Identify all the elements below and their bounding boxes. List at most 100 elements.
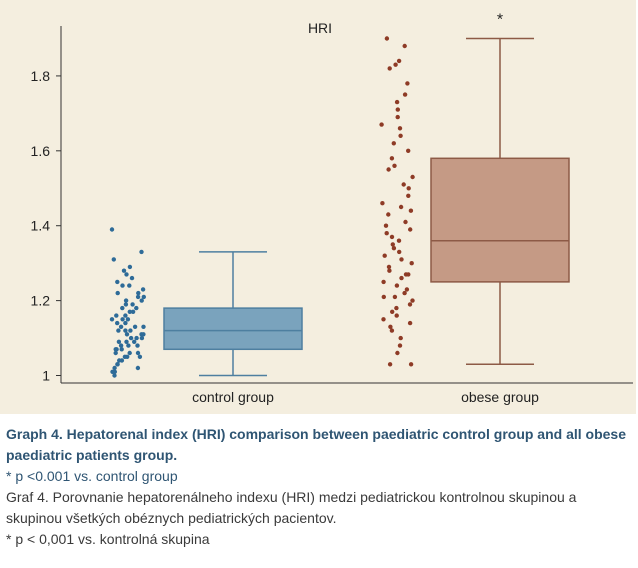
data-point [134,335,139,341]
data-point [410,298,415,303]
data-point [396,238,402,243]
data-point [410,174,415,180]
data-point [132,324,138,329]
data-point [395,107,400,112]
data-point [406,148,411,153]
data-point [118,324,124,329]
data-point [115,290,120,296]
data-point [112,373,117,378]
data-point [387,268,392,273]
data-point [388,324,393,329]
data-point [398,335,403,341]
data-point [407,302,413,307]
data-point [406,272,411,277]
data-point [128,335,134,341]
data-point [395,114,400,120]
data-point [386,167,391,172]
data-point [393,62,398,67]
data-point [109,317,115,322]
data-point [408,208,414,213]
data-point [394,313,399,318]
data-point [398,133,403,138]
x-tick-label: obese group [461,389,539,405]
data-point [394,99,400,105]
caption-sk-title: Graf 4. Porovnanie hepatorenálneho index… [6,489,577,526]
data-point [109,227,115,232]
data-point [406,186,411,191]
y-tick-label: 1.6 [31,143,51,159]
data-point [387,66,392,71]
data-point [139,249,144,255]
data-point [118,343,124,348]
data-point [389,156,395,161]
data-point [405,81,410,86]
data-point [112,369,118,374]
data-point [384,231,389,236]
data-point [383,223,389,228]
data-point [141,294,146,300]
data-point [132,339,137,344]
x-tick-label: control group [192,389,274,405]
data-point [126,343,131,348]
data-point [394,283,400,288]
jitter-points [109,36,415,378]
y-tick-label: 1.2 [31,293,51,309]
chart-title: HRI [308,20,332,36]
data-point [115,279,120,285]
data-point [124,339,129,344]
data-point [123,302,129,307]
data-point [398,204,404,210]
points-2 [379,36,415,367]
data-point [390,309,395,314]
data-point [113,350,118,356]
data-point [123,320,128,326]
data-point [119,347,124,352]
caption-en-title: Graph 4. Hepatorenal index (HRI) compari… [6,426,627,463]
data-point [123,328,128,333]
data-point [391,246,397,251]
data-point [115,362,120,367]
data-point [125,354,130,359]
data-point [386,264,392,270]
box-plot-chart: HRI 1 1.2 1.4 1.6 1.8 control group obese grou… [31,11,633,405]
data-point [135,343,140,348]
data-point [389,328,395,333]
figure-caption: Graph 4. Hepatorenal index (HRI) compari… [6,424,632,550]
box-iqr [163,307,303,351]
data-point [116,328,121,333]
data-point [111,257,117,262]
data-point [125,317,131,322]
data-point [403,219,408,225]
caption-sk-note: * p < 0,001 vs. kontrolná skupina [6,531,210,547]
data-point [396,58,402,64]
data-point [404,287,410,292]
data-point [381,317,386,322]
data-point [114,313,119,318]
data-point [127,309,132,314]
data-point [397,126,403,131]
data-point [123,298,129,303]
data-point [406,193,411,198]
boxes [163,37,570,377]
data-point [124,272,129,277]
data-point [116,339,122,344]
data-point [381,294,386,300]
box-iqr [430,157,570,283]
data-point [139,332,144,337]
data-point [397,249,402,255]
data-point [399,275,404,281]
data-point [127,350,132,356]
tick-labels: 1 1.2 1.4 1.6 1.8 control group obese group * [31,11,540,405]
caption-en-note: * p <0.001 vs. control group [6,468,178,484]
data-point [134,305,139,311]
data-point [112,365,117,371]
data-point [401,182,406,187]
data-point [380,201,385,206]
data-point [124,332,130,337]
data-point [407,320,413,326]
data-point [135,365,141,371]
data-point [127,264,133,270]
data-point [390,242,395,247]
data-point [136,290,141,296]
data-point [135,294,141,300]
